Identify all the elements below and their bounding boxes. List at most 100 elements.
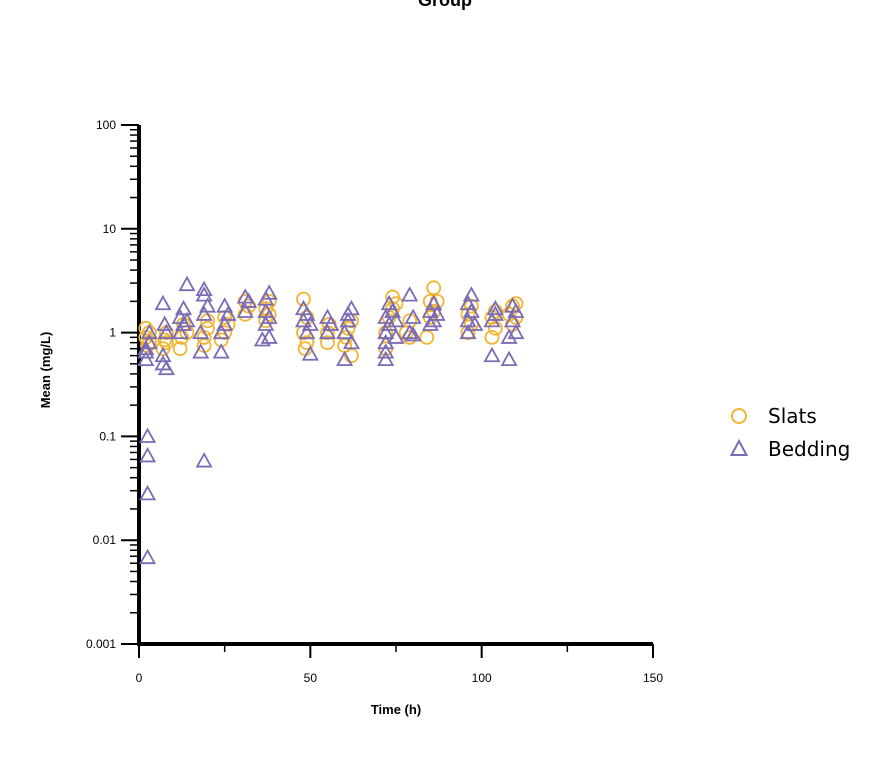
ticks bbox=[121, 124, 654, 658]
data-point-bedding bbox=[462, 302, 480, 318]
x-axis-label: Time (h) bbox=[371, 702, 421, 717]
data-point-bedding bbox=[253, 331, 271, 347]
data-point-bedding bbox=[301, 345, 319, 361]
chart-title: Group bbox=[418, 0, 472, 10]
data-point-bedding bbox=[236, 302, 254, 318]
data-point-bedding bbox=[425, 294, 443, 311]
data-point-bedding bbox=[401, 286, 419, 302]
data-point-bedding bbox=[500, 350, 518, 367]
legend-item-slats: Slats bbox=[731, 404, 817, 428]
data-point-slats bbox=[296, 291, 311, 307]
legend: Slats Bedding bbox=[729, 404, 850, 461]
legend-label-slats: Slats bbox=[768, 404, 817, 428]
data-point-slats bbox=[484, 329, 500, 345]
data-point-bedding bbox=[387, 328, 405, 344]
tick-labels: 0.001 0.01 0.1 1 10 100 0 50 100 150 bbox=[86, 118, 663, 685]
data-point-bedding bbox=[336, 350, 354, 367]
data-point-bedding bbox=[459, 323, 477, 340]
data-point-slats bbox=[463, 298, 479, 314]
data-point-bedding bbox=[342, 333, 360, 350]
data-point-slats bbox=[487, 320, 503, 336]
data-point-bedding bbox=[507, 302, 525, 318]
data-point-bedding bbox=[137, 343, 155, 359]
data-point-bedding bbox=[260, 308, 278, 324]
y-tick-label: 0.001 bbox=[86, 637, 116, 651]
data-point-bedding bbox=[212, 323, 230, 340]
data-point-slats bbox=[157, 332, 173, 348]
data-point-bedding bbox=[154, 346, 172, 363]
data-point-bedding bbox=[377, 350, 395, 367]
data-point-slats bbox=[340, 320, 356, 336]
data-point-slats bbox=[172, 341, 188, 357]
data-point-bedding bbox=[401, 323, 419, 340]
data-point-bedding bbox=[421, 315, 439, 331]
data-point-bedding bbox=[139, 548, 157, 565]
data-point-bedding bbox=[486, 299, 504, 316]
legend-label-bedding: Bedding bbox=[768, 437, 850, 461]
x-tick-label: 150 bbox=[643, 671, 663, 685]
y-tick-label: 0.01 bbox=[93, 533, 117, 547]
data-point-bedding bbox=[178, 311, 196, 328]
data-point-slats bbox=[320, 335, 335, 351]
data-point-bedding bbox=[404, 308, 422, 324]
data-point-bedding bbox=[175, 299, 193, 316]
data-point-bedding bbox=[195, 305, 213, 321]
legend-item-bedding: Bedding bbox=[729, 437, 850, 461]
y-tick-label: 10 bbox=[103, 222, 117, 236]
y-tick-label: 0.1 bbox=[99, 429, 116, 443]
data-point-bedding bbox=[178, 275, 196, 292]
data-point-bedding bbox=[140, 323, 158, 340]
data-point-bedding bbox=[377, 343, 395, 359]
data-point-bedding bbox=[500, 328, 518, 344]
axes bbox=[137, 125, 653, 646]
data-point-bedding bbox=[157, 323, 175, 340]
data-point-bedding bbox=[156, 315, 174, 331]
data-point-slats bbox=[460, 306, 476, 322]
data-point-bedding bbox=[298, 305, 316, 321]
data-point-bedding bbox=[380, 315, 398, 331]
data-point-bedding bbox=[342, 299, 360, 316]
data-point-bedding bbox=[462, 286, 480, 302]
series-bedding bbox=[137, 275, 525, 565]
data-point-slats bbox=[419, 329, 435, 345]
data-point-bedding bbox=[260, 284, 278, 300]
data-point-bedding bbox=[486, 305, 504, 321]
data-point-bedding bbox=[459, 311, 477, 328]
data-point-bedding bbox=[503, 311, 522, 328]
data-point-bedding bbox=[384, 302, 402, 318]
data-point-bedding bbox=[483, 346, 501, 363]
data-point-slats bbox=[261, 306, 277, 322]
data-point-bedding bbox=[139, 427, 157, 443]
data-point-bedding bbox=[260, 328, 278, 344]
data-point-bedding bbox=[137, 350, 155, 367]
data-point-bedding bbox=[318, 323, 336, 340]
data-point-bedding bbox=[387, 311, 405, 328]
y-tick-label: 100 bbox=[96, 118, 116, 132]
data-point-bedding bbox=[199, 297, 217, 313]
data-point-bedding bbox=[216, 315, 234, 331]
data-point-bedding bbox=[139, 446, 157, 463]
data-point-bedding bbox=[154, 294, 172, 311]
x-tick-label: 100 bbox=[472, 671, 492, 685]
data-point-bedding bbox=[195, 452, 213, 468]
data-point-bedding bbox=[157, 359, 175, 376]
data-point-slats bbox=[200, 320, 215, 336]
data-point-bedding bbox=[195, 280, 213, 297]
data-point-bedding bbox=[137, 339, 155, 356]
data-point-slats bbox=[299, 335, 315, 351]
series-slats bbox=[138, 280, 524, 364]
data-point-bedding bbox=[428, 305, 446, 321]
data-point-slats bbox=[426, 280, 442, 296]
data-point-bedding bbox=[175, 315, 193, 331]
legend-marker-bedding bbox=[729, 438, 749, 456]
legend-marker-slats bbox=[731, 408, 747, 424]
data-point-bedding bbox=[240, 292, 258, 308]
data-point-bedding bbox=[339, 311, 357, 328]
data-points bbox=[137, 275, 525, 565]
data-point-slats bbox=[138, 320, 154, 336]
data-point-slats bbox=[159, 335, 174, 351]
data-point-bedding bbox=[212, 343, 230, 359]
data-point-bedding bbox=[377, 323, 395, 340]
data-point-bedding bbox=[192, 343, 210, 359]
